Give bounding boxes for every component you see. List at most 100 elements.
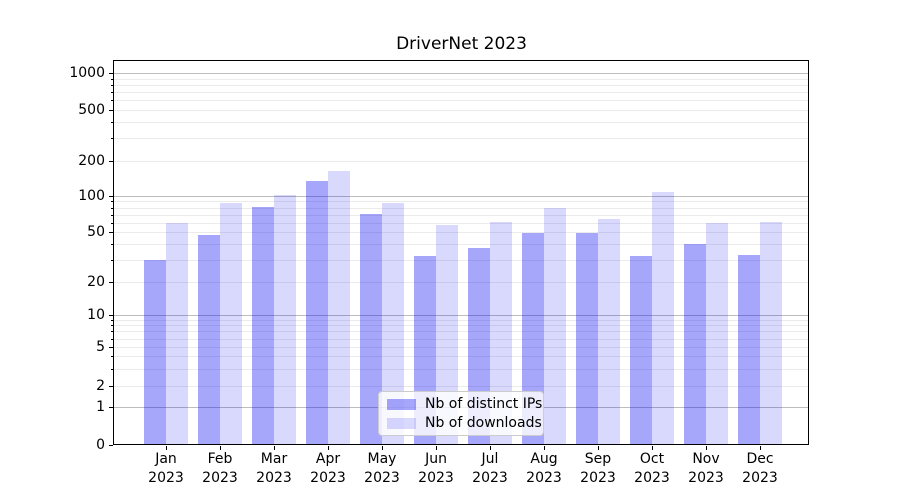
bar-downloads [760, 222, 782, 445]
x-tick-year: 2023 [202, 470, 238, 486]
x-tick-year: 2023 [148, 470, 184, 486]
y-tick-label: 5 [96, 339, 105, 355]
y-minor-tick [111, 369, 113, 370]
x-tick [436, 446, 437, 450]
y-tick-label: 20 [87, 274, 105, 290]
x-tick-year: 2023 [742, 470, 778, 486]
y-minor-tick [111, 85, 113, 86]
y-minor-tick [111, 260, 113, 261]
y-minor-tick [111, 215, 113, 216]
x-tick-year: 2023 [418, 470, 454, 486]
y-gridline-minor [114, 325, 808, 326]
y-gridline-minor [114, 260, 808, 261]
x-tick-month: Feb [207, 451, 233, 467]
x-tick [328, 446, 329, 450]
x-tick-year: 2023 [688, 470, 724, 486]
y-minor-tick [111, 325, 113, 326]
x-tick [760, 446, 761, 450]
x-tick [706, 446, 707, 450]
bar-distinct-ips [630, 256, 652, 445]
x-tick-month: Jun [425, 451, 447, 467]
x-tick [598, 446, 599, 450]
x-tick-month: Oct [639, 451, 665, 467]
y-minor-tick [111, 92, 113, 93]
y-gridline-minor [114, 223, 808, 224]
y-gridline-minor [114, 138, 808, 139]
y-tick-label: 2 [96, 378, 105, 394]
chart-title: DriverNet 2023 [396, 34, 527, 54]
x-tick [490, 446, 491, 450]
x-tick-label: Sep 2023 [570, 450, 626, 488]
x-tick-label: Aug 2023 [516, 450, 572, 488]
y-tick-label: 1000 [69, 65, 105, 81]
x-tick-year: 2023 [634, 470, 670, 486]
y-gridline-major [114, 73, 808, 74]
y-gridline-minor [114, 122, 808, 123]
y-minor-tick [111, 356, 113, 357]
y-tick [109, 73, 113, 74]
y-gridline-minor [114, 100, 808, 101]
x-tick-label: Jan 2023 [138, 450, 194, 488]
x-tick-label: May 2023 [354, 450, 410, 488]
x-tick-month: Sep [584, 451, 612, 467]
x-tick-month: Jul [481, 451, 499, 467]
bar-distinct-ips [252, 207, 274, 445]
y-gridline-major [114, 315, 808, 316]
x-tick-label: Oct 2023 [624, 450, 680, 488]
x-tick-year: 2023 [364, 470, 400, 486]
y-minor-tick [111, 244, 113, 245]
legend-swatch-downloads-icon [387, 417, 416, 429]
x-tick-year: 2023 [580, 470, 616, 486]
y-gridline-minor [114, 282, 808, 283]
legend-label-downloads: Nb of downloads [425, 415, 542, 431]
y-minor-tick [111, 138, 113, 139]
legend-swatch-distinct-ips-icon [387, 398, 416, 410]
y-gridline-minor [114, 79, 808, 80]
x-tick [166, 446, 167, 450]
y-tick [109, 110, 113, 111]
y-minor-tick [111, 201, 113, 202]
y-minor-tick [111, 122, 113, 123]
x-tick-year: 2023 [256, 470, 292, 486]
bar-distinct-ips [684, 244, 706, 445]
bar-downloads [490, 222, 512, 445]
y-tick [109, 196, 113, 197]
y-gridline-minor [114, 232, 808, 233]
y-minor-tick [111, 223, 113, 224]
y-gridline-minor [114, 356, 808, 357]
y-gridline-minor [114, 215, 808, 216]
legend-entry-distinct-ips: Nb of distinct IPs [379, 397, 543, 411]
x-tick-month: Apr [315, 451, 341, 467]
y-tick-label: 1 [96, 399, 105, 415]
y-minor-tick [111, 100, 113, 101]
y-gridline-minor [114, 92, 808, 93]
y-tick [109, 315, 113, 316]
y-tick [109, 445, 113, 446]
bar-downloads [220, 203, 242, 445]
y-gridline-minor [114, 161, 808, 162]
legend: Nb of distinct IPs Nb of downloads [378, 391, 544, 436]
y-tick [109, 347, 113, 348]
y-tick [109, 386, 113, 387]
y-tick-label: 200 [78, 153, 105, 169]
y-tick-label: 500 [78, 102, 105, 118]
y-gridline-minor [114, 201, 808, 202]
y-gridline-minor [114, 110, 808, 111]
x-tick-month: Aug [530, 451, 558, 467]
x-tick-label: Nov 2023 [678, 450, 734, 488]
y-minor-tick [111, 339, 113, 340]
bar-distinct-ips [144, 260, 166, 445]
y-minor-tick [111, 320, 113, 321]
x-tick-month: Mar [260, 451, 288, 467]
y-minor-tick [111, 208, 113, 209]
x-tick-year: 2023 [472, 470, 508, 486]
y-tick [109, 282, 113, 283]
y-gridline-minor [114, 386, 808, 387]
y-gridline-major [114, 196, 808, 197]
bar-distinct-ips [738, 255, 760, 445]
y-tick-label: 100 [78, 188, 105, 204]
y-tick [109, 161, 113, 162]
x-tick-year: 2023 [310, 470, 346, 486]
x-tick-label: Mar 2023 [246, 450, 302, 488]
x-tick-month: May [367, 451, 397, 467]
